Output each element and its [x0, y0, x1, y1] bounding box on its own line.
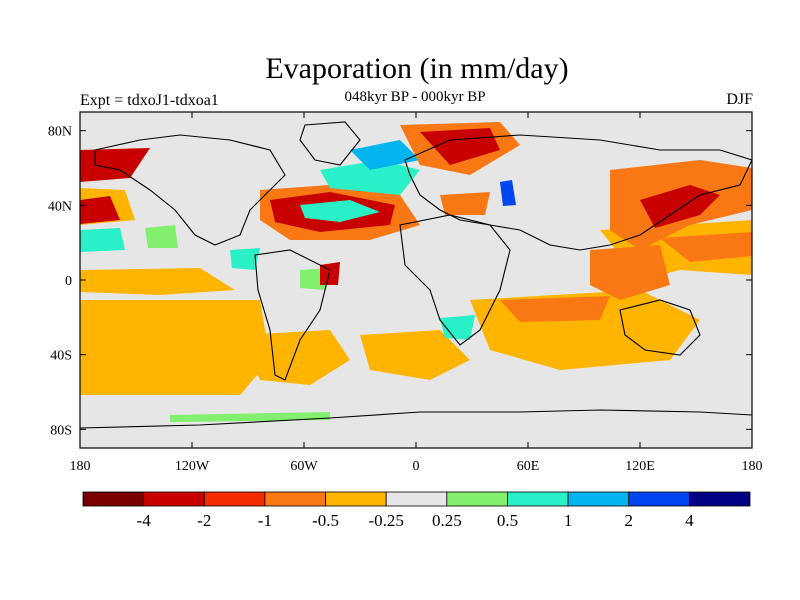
latitude-ticks: 80N 40N 0 40S 80S — [48, 125, 752, 438]
anomaly-field — [80, 122, 752, 422]
colorbar-label: 0.25 — [432, 511, 462, 530]
lon-tick-label: 180 — [742, 459, 763, 474]
colorbar-label: 2 — [624, 511, 633, 530]
lon-tick-label: 60E — [517, 459, 540, 474]
colorbar-label: 0.5 — [497, 511, 518, 530]
colorbar-swatch — [325, 491, 387, 507]
colorbar-label: -0.5 — [312, 511, 339, 530]
map-subtitle: 048kyr BP - 000kyr BP — [344, 89, 486, 105]
colorbar-swatch — [688, 491, 751, 507]
longitude-ticks: 180 120W 60W 0 60E 120E 180 — [70, 112, 763, 474]
lat-tick-label: 80N — [48, 125, 72, 140]
colorbar-swatch — [446, 491, 508, 507]
lon-tick-label: 120E — [625, 459, 655, 474]
season-label: DJF — [726, 91, 753, 108]
colorbar-swatch — [385, 491, 448, 507]
colorbar-label: 4 — [685, 511, 694, 530]
colorbar-label: 1 — [564, 511, 573, 530]
colorbar-swatch — [264, 491, 326, 507]
colorbar-label: -4 — [137, 511, 152, 530]
coastlines — [80, 121, 752, 429]
lat-tick-label: 40S — [50, 349, 72, 364]
lon-tick-label: 180 — [70, 459, 91, 474]
lat-tick-label: 40N — [48, 199, 72, 214]
lon-tick-label: 60W — [290, 459, 318, 474]
lon-tick-label: 120W — [175, 459, 210, 474]
colorbar-label: -2 — [197, 511, 211, 530]
colorbar-swatch — [203, 491, 266, 507]
colorbar: -4 -2 -1 -0.5 -0.25 0.25 0.5 1 2 4 — [82, 491, 751, 530]
colorbar-swatch — [143, 491, 205, 507]
colorbar-swatch — [567, 491, 630, 507]
colorbar-swatch — [507, 491, 569, 507]
colorbar-label: -1 — [258, 511, 272, 530]
lat-tick-label: 80S — [50, 423, 72, 438]
lat-tick-label: 0 — [65, 274, 72, 289]
map-title: Evaporation (in mm/day) — [265, 52, 569, 85]
colorbar-label: -0.25 — [368, 511, 403, 530]
colorbar-swatch — [82, 491, 145, 507]
lon-tick-label: 0 — [413, 459, 420, 474]
experiment-label: Expt = tdxoJ1-tdxoa1 — [80, 92, 219, 109]
colorbar-swatch — [628, 491, 690, 507]
